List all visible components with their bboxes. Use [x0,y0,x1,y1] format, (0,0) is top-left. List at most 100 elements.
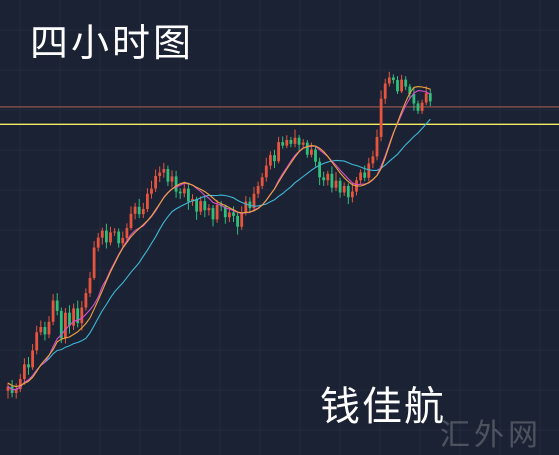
ma-slow-line [7,118,431,391]
candle-up [375,136,379,157]
candle-down [166,169,170,182]
candle-up [293,137,297,144]
candle-down [68,312,71,326]
candle-up [342,185,346,193]
candle-up [285,139,289,146]
candle-up [14,389,18,393]
candle-up [260,177,264,186]
candle-down [195,198,198,212]
candle-up [96,237,100,248]
candle-down [408,86,412,94]
candle-down [305,142,309,155]
candle-down [297,137,301,145]
candle-up [387,77,391,84]
candle-up [301,142,305,145]
candle-down [363,172,367,178]
candle-up [264,165,268,178]
candle-up [141,208,145,215]
candle-up [269,155,272,166]
candle-up [383,83,387,99]
candle-up [39,327,43,333]
candle-up [334,180,338,188]
author-signature: 钱佳航 [320,384,446,430]
candle-up [252,193,256,209]
candle-up [158,172,162,176]
candle-up [359,172,362,181]
candle-up [23,364,26,380]
candle-up [420,102,424,111]
candle-up [199,201,203,212]
candle-up [326,173,330,181]
candle-up [367,163,371,178]
candle-up [31,350,34,368]
candle-up [150,188,153,194]
candle-up [51,300,55,322]
candle-up [215,205,219,220]
candle-up [88,277,92,294]
candle-up [6,386,10,391]
candle-up [125,228,129,239]
candle-up [182,188,186,194]
candle-down [174,176,178,192]
candle-up [379,98,383,137]
candle-up [424,93,428,103]
ma-mid-line [7,90,431,391]
candle-up [351,191,354,198]
candle-up [47,321,51,335]
candle-up [18,379,22,390]
candle-down [412,93,416,104]
candle-down [43,327,47,335]
candle-up [92,247,96,278]
candle-up [228,212,231,218]
candle-up [146,193,149,209]
candle-down [404,79,408,87]
chart-title: 四小时图 [30,21,195,65]
candle-down [281,142,285,146]
candle-down [338,180,342,193]
candle-up [129,213,133,229]
candle-up [256,185,260,194]
candle-down [396,80,399,92]
candle-up [64,312,67,339]
candle-up [277,142,280,162]
candle-up [371,156,375,164]
candle-down [59,310,63,339]
candle-down [330,173,334,188]
candle-up [154,175,157,189]
level-lines [0,106,559,125]
candle-up [400,79,403,92]
candle-up [207,208,211,211]
candle-down [289,139,293,144]
candle-down [76,308,80,324]
candle-down [346,185,350,198]
candle-up [84,293,88,308]
moving-averages [7,86,431,391]
candle-up [80,307,84,324]
candle-up [35,332,39,351]
candle-down [27,364,30,368]
candle-down [428,93,432,102]
candle-down [232,212,235,216]
candle-up [133,206,137,214]
candle-down [137,206,141,215]
candle-up [109,232,112,243]
candle-down [55,300,59,311]
candle-down [105,230,108,243]
candle-up [113,231,116,233]
candle-down [223,206,227,218]
candle-down [203,201,207,211]
candle-up [170,176,174,182]
candle-up [240,212,244,227]
ma-fast-line [7,86,431,388]
candle-up [244,201,248,213]
candle-down [314,149,317,162]
candle-down [416,103,420,111]
candle-up [121,238,125,244]
watermark: 汇外网 [440,418,542,453]
candle-down [236,215,239,227]
candle-up [100,230,104,238]
candle-down [187,188,190,202]
candle-up [162,169,166,173]
